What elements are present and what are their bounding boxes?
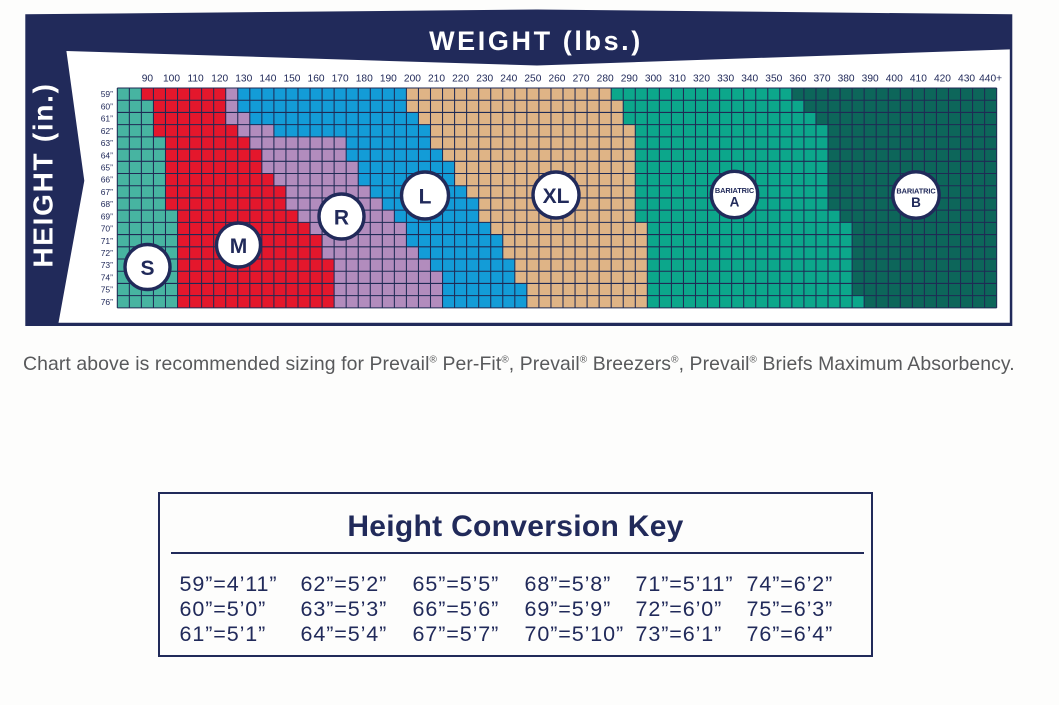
svg-text:66”: 66” [101,175,113,185]
svg-text:310: 310 [669,74,686,85]
svg-text:90: 90 [142,74,154,85]
svg-text:390: 390 [862,74,879,85]
svg-text:420: 420 [934,74,951,85]
svg-text:440+: 440+ [979,74,1002,85]
svg-text:360: 360 [789,74,806,85]
svg-text:68”: 68” [101,199,113,209]
svg-text:190: 190 [380,74,397,85]
svg-text:260: 260 [548,74,565,85]
svg-text:150: 150 [283,74,300,85]
svg-text:74”: 74” [101,272,113,282]
svg-text:300: 300 [645,74,662,85]
svg-text:380: 380 [838,74,855,85]
svg-text:M: M [230,235,248,258]
svg-text:WEIGHT (lbs.): WEIGHT (lbs.) [429,26,643,56]
svg-text:71”: 71” [101,236,113,246]
svg-text:240: 240 [500,74,517,85]
svg-text:HEIGHT (in.): HEIGHT (in.) [28,82,59,267]
svg-text:400: 400 [886,74,903,85]
svg-text:110: 110 [187,74,204,85]
svg-text:270: 270 [573,74,590,85]
svg-text:67”: 67” [101,187,113,197]
svg-text:59”: 59” [101,89,113,99]
svg-text:430: 430 [958,74,975,85]
svg-text:69”: 69” [101,211,113,221]
svg-text:73”: 73” [101,260,113,270]
svg-text:340: 340 [741,74,758,85]
svg-text:130: 130 [235,74,252,85]
svg-text:64”: 64” [101,150,113,160]
svg-text:S: S [140,257,154,280]
svg-text:180: 180 [356,74,373,85]
svg-text:76”: 76” [101,297,113,307]
svg-text:350: 350 [765,74,782,85]
svg-text:R: R [334,207,349,230]
svg-text:210: 210 [428,74,445,85]
svg-text:200: 200 [404,74,421,85]
svg-text:320: 320 [693,74,710,85]
svg-text:72”: 72” [101,248,113,258]
svg-text:62”: 62” [101,126,113,136]
svg-text:330: 330 [717,74,734,85]
svg-text:120: 120 [211,74,228,85]
svg-text:250: 250 [524,74,541,85]
svg-text:63”: 63” [101,138,113,148]
svg-text:170: 170 [332,74,349,85]
svg-text:290: 290 [621,74,638,85]
svg-text:220: 220 [452,74,469,85]
svg-text:L: L [419,186,432,209]
svg-text:70”: 70” [101,224,113,234]
svg-text:BARIATRIC: BARIATRIC [896,187,936,196]
svg-text:B: B [911,195,921,210]
svg-text:280: 280 [597,74,614,85]
svg-text:230: 230 [476,74,493,85]
svg-text:61”: 61” [101,114,113,124]
svg-text:XL: XL [543,185,570,208]
svg-text:BARIATRIC: BARIATRIC [715,186,755,195]
svg-text:100: 100 [163,74,180,85]
svg-text:410: 410 [910,74,927,85]
svg-text:160: 160 [308,74,325,85]
svg-text:140: 140 [259,74,276,85]
svg-text:65”: 65” [101,163,113,173]
svg-text:60”: 60” [101,101,113,111]
svg-text:75”: 75” [101,285,113,295]
svg-text:370: 370 [813,74,830,85]
svg-text:A: A [730,195,740,210]
